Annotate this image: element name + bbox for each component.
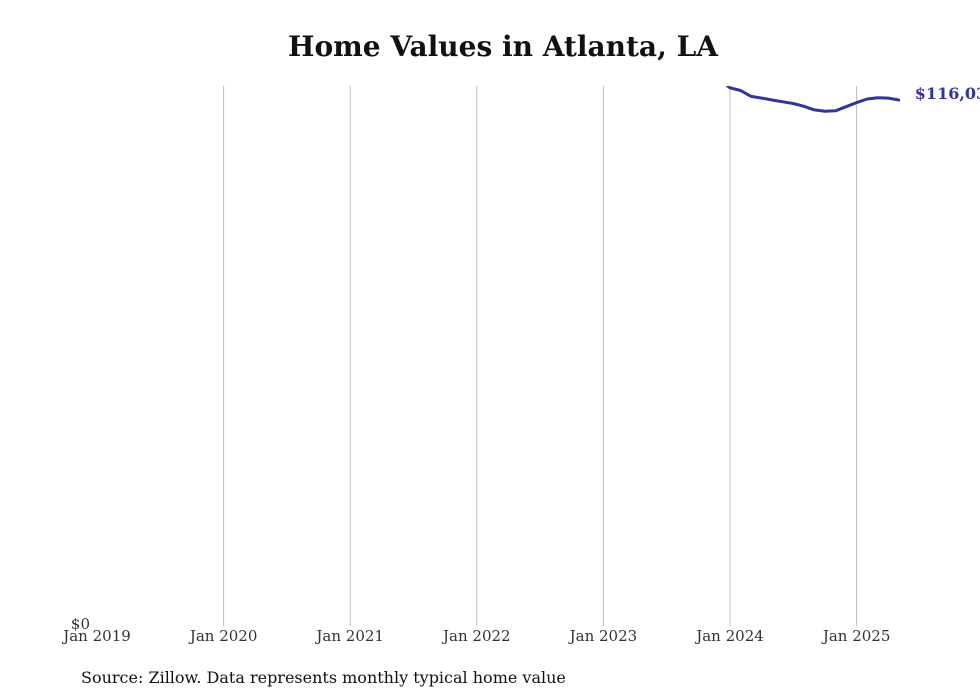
x-tick-label: Jan 2025 bbox=[821, 627, 891, 645]
series-line bbox=[725, 86, 901, 113]
x-tick-label: Jan 2022 bbox=[441, 627, 511, 645]
source-note: Source: Zillow. Data represents monthly … bbox=[81, 668, 566, 687]
x-tick-label: Jan 2020 bbox=[188, 627, 258, 645]
x-tick-label: Jan 2023 bbox=[568, 627, 638, 645]
x-axis-ticks: Jan 2019 Jan 2020 Jan 2021 Jan 2022 Jan 2023… bbox=[61, 627, 890, 645]
y-axis-ticks: $0 bbox=[71, 615, 90, 633]
x-tick-label: Jan 2024 bbox=[694, 627, 764, 645]
x-tick-label: Jan 2021 bbox=[314, 627, 384, 645]
x-tick-label: Jan 2019 bbox=[61, 627, 131, 645]
end-value-label: $116,03 bbox=[915, 84, 980, 103]
y-tick-label: $0 bbox=[71, 615, 90, 633]
grid-lines bbox=[223, 86, 858, 626]
chart-title: Home Values in Atlanta, LA bbox=[288, 30, 718, 63]
series-group: $116,03 bbox=[725, 84, 980, 113]
